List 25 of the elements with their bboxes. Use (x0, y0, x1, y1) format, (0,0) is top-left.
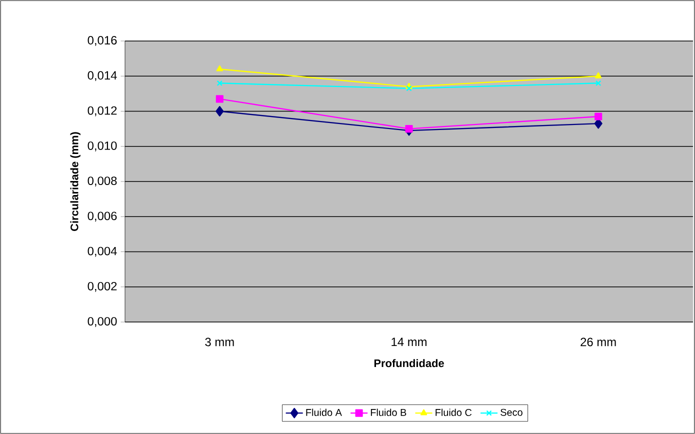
y-tick-label: 0,002 (88, 282, 117, 292)
y-tick-label: 0,004 (88, 246, 117, 257)
x-tick-label: 26 mm (580, 338, 616, 346)
point (216, 65, 224, 72)
y-tick-label: 0,016 (88, 36, 117, 46)
legend-label: Fluido A (306, 408, 342, 416)
point (216, 95, 224, 103)
y-tick-label: 0,000 (88, 317, 117, 327)
legend-label: Fluido C (436, 408, 472, 416)
y-tick-label: 0,008 (88, 176, 117, 186)
y-tick-label: 0,010 (88, 141, 117, 152)
y-tick-label: 0,006 (88, 212, 117, 222)
legend-label: Fluido B (370, 408, 406, 416)
point (405, 125, 413, 133)
point (594, 112, 602, 120)
point (216, 106, 224, 116)
point (406, 86, 412, 92)
x-tick-label: 3 mm (205, 338, 234, 346)
x-axis-title: Profundidade (374, 359, 444, 368)
y-tick-label: 0,014 (88, 71, 117, 82)
x-tick-label: 14 mm (392, 338, 426, 346)
y-tick-label: 0,012 (88, 106, 117, 116)
point (594, 72, 602, 78)
legend-label: Seco (500, 408, 522, 416)
y-axis-title: Circularidade (mm) (70, 132, 80, 231)
